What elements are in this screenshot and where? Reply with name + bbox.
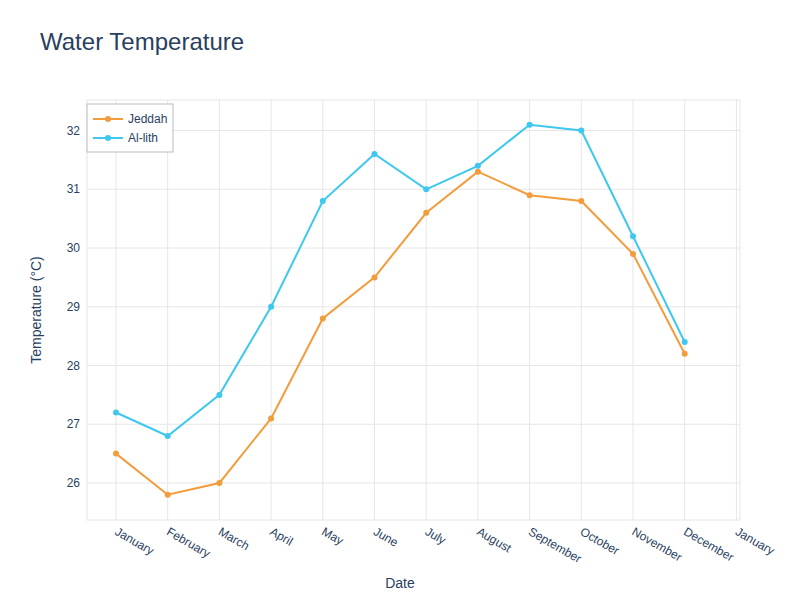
y-tick-label: 27 (67, 417, 81, 431)
series-marker (475, 169, 481, 175)
x-axis-title: Date (385, 575, 415, 591)
series-marker (475, 163, 481, 169)
series-line (116, 172, 685, 495)
x-tick-label: February (164, 524, 213, 560)
y-grid-line (87, 424, 740, 425)
y-tick-label: 30 (67, 241, 81, 255)
series-marker (268, 304, 274, 310)
chart: 26272829303132JanuaryFebruaryMarchAprilM… (0, 0, 800, 600)
y-tick-label: 32 (67, 124, 81, 138)
series-marker (423, 210, 429, 216)
x-tick-label: June (371, 524, 401, 549)
series-marker (682, 351, 688, 357)
x-grid-line (167, 100, 168, 520)
grid (87, 100, 740, 520)
series-marker (320, 316, 326, 322)
x-tick-label: August (474, 524, 514, 555)
x-grid-line (322, 100, 323, 520)
series-marker (372, 274, 378, 280)
series-marker (165, 433, 171, 439)
legend: Jeddah Al-lith (87, 104, 173, 152)
legend-marker (105, 135, 111, 141)
series-marker (423, 186, 429, 192)
x-tick-label: January (113, 524, 157, 557)
series-marker (113, 451, 119, 457)
series-marker (630, 233, 636, 239)
x-grid-line (633, 100, 634, 520)
y-grid-line (87, 189, 740, 190)
y-grid-line (87, 365, 740, 366)
series-marker (682, 339, 688, 345)
x-grid-line (684, 100, 685, 520)
series-marker (216, 392, 222, 398)
series-marker (630, 251, 636, 257)
x-grid-line (581, 100, 582, 520)
x-tick-label: September (526, 524, 584, 565)
x-tick-label: January (733, 524, 777, 557)
x-tick-label: March (216, 524, 252, 553)
x-tick-label: November (630, 524, 685, 564)
series-marker (527, 192, 533, 198)
x-tick-label: October (578, 524, 622, 557)
chart-title: Water Temperature (40, 28, 244, 55)
series-marker (320, 198, 326, 204)
x-tick-label: May (319, 524, 346, 547)
x-grid-line (426, 100, 427, 520)
legend-box (87, 104, 173, 152)
x-grid-line (529, 100, 530, 520)
plot-frame (87, 100, 740, 520)
x-grid-line (374, 100, 375, 520)
series-marker (372, 151, 378, 157)
x-grid-line (219, 100, 220, 520)
x-tick-label: July (423, 524, 448, 547)
plot-area (113, 122, 688, 498)
x-tick-label: April (268, 524, 296, 548)
x-tick-label: December (681, 524, 736, 564)
y-grid-line (87, 248, 740, 249)
y-grid-line (87, 482, 740, 483)
series-marker (268, 415, 274, 421)
y-grid-line (87, 306, 740, 307)
y-tick-label: 29 (67, 300, 81, 314)
y-tick-label: 26 (67, 476, 81, 490)
legend-marker (105, 116, 111, 122)
legend-label: Jeddah (128, 112, 167, 126)
series-marker (578, 198, 584, 204)
series-marker (578, 128, 584, 134)
y-tick-label: 28 (67, 359, 81, 373)
y-axis-title: Temperature (°C) (28, 256, 44, 364)
legend-label: Al-lith (128, 131, 158, 145)
y-grid-line (87, 130, 740, 131)
series-marker (113, 410, 119, 416)
x-grid-line (116, 100, 117, 520)
series-line (116, 125, 685, 436)
y-tick-label: 31 (67, 182, 81, 196)
x-grid-line (736, 100, 737, 520)
x-grid-line (271, 100, 272, 520)
series-marker (165, 492, 171, 498)
series-marker (216, 480, 222, 486)
series-marker (527, 122, 533, 128)
